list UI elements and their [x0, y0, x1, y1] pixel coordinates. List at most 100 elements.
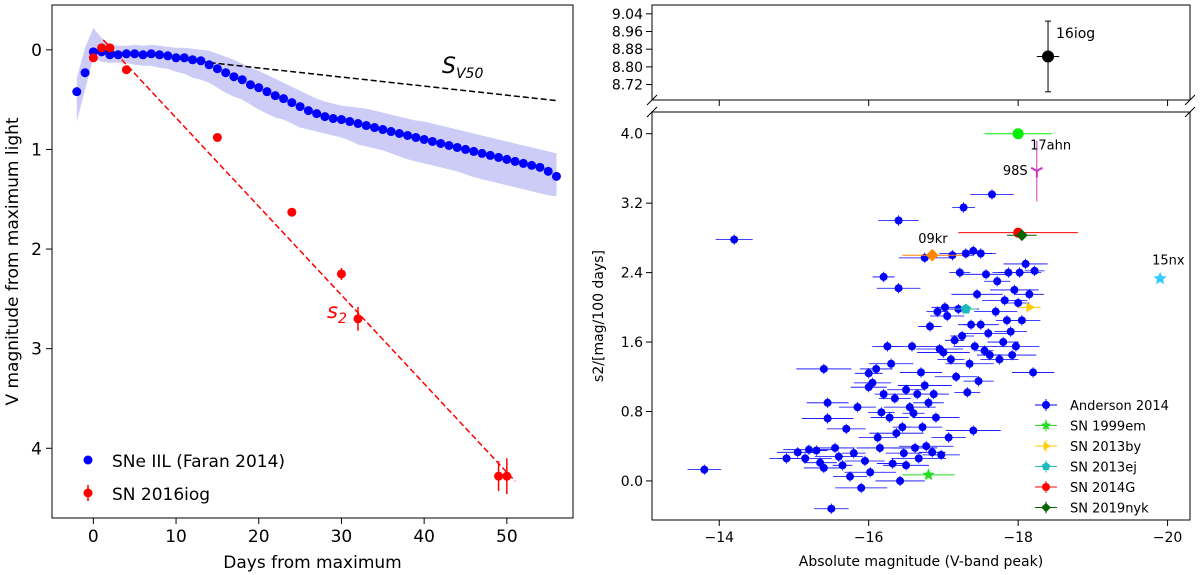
faran-template-point: [270, 91, 280, 101]
faran-template-point: [419, 134, 429, 144]
anderson-point: [944, 433, 953, 442]
faran-template-point: [237, 75, 247, 85]
legend-label: SN 2014G: [1070, 481, 1135, 496]
left-axis-ticks: 0 10 20 30 40 50 0 1 2 3 4: [31, 41, 517, 547]
anderson-point: [846, 472, 855, 481]
axis-break-marks: [646, 94, 1196, 118]
faran-template-point: [212, 64, 222, 74]
left-legend: SNe IIL (Faran 2014) SN 2016iog: [83, 452, 285, 505]
faran-template-point: [353, 119, 363, 129]
legend-label: SN 2013by: [1070, 440, 1141, 455]
anderson-point: [831, 443, 840, 452]
faran-template-point: [361, 121, 371, 131]
faran-template-point: [469, 146, 479, 156]
anderson-point: [924, 398, 933, 407]
axis-break-mark: [646, 106, 658, 118]
legend-marker-2016iog: [83, 488, 93, 498]
faran-template-point: [262, 87, 272, 97]
left-y-axis-label: V magnitude from maximum light: [3, 117, 23, 405]
right-axis-ticks: −14 −16 −18 −20 8.72 8.80 8.888.96 9.04 0.0 0.8 1.…: [612, 7, 1183, 546]
anderson-point: [999, 338, 1008, 347]
labeled-sn-label: 09kr: [918, 232, 948, 247]
anderson-point: [827, 504, 836, 513]
anderson-point: [908, 342, 917, 351]
faran-template-point: [386, 127, 396, 137]
anderson-point: [804, 445, 813, 454]
anderson-point: [974, 377, 983, 386]
right-top-plot-frame: [651, 4, 1191, 101]
right-bottom-y-tick-label: 3.2: [621, 196, 643, 212]
anderson-point: [950, 336, 959, 345]
anderson-point: [885, 413, 894, 422]
faran-template-point: [245, 80, 255, 90]
sv50-annotation: SV50: [442, 54, 483, 82]
anderson-point: [987, 190, 996, 199]
faran-template-point: [179, 53, 189, 63]
faran-template-point: [427, 136, 437, 146]
labeled-sn-label: 15nx: [1152, 254, 1185, 269]
left-x-tick-label: 0: [88, 527, 99, 547]
anderson-point: [918, 423, 927, 432]
right-bottom-y-tick-label: 0.0: [621, 474, 643, 490]
anderson-point: [1006, 327, 1015, 336]
faran-template-point: [254, 83, 264, 93]
faran-template-point: [328, 114, 338, 124]
anderson-point: [838, 461, 847, 470]
anderson-point: [700, 465, 709, 474]
right-x-axis-label: Absolute magnitude (V-band peak): [799, 554, 1043, 570]
labeled-sn-marker: [1153, 271, 1167, 285]
faran-template-point: [336, 115, 346, 125]
right-bottom-y-tick-label: 2.4: [621, 266, 643, 282]
anderson-point: [976, 320, 985, 329]
faran-template-point: [188, 55, 198, 65]
legend-marker: [1041, 462, 1051, 471]
anderson-point: [943, 312, 952, 320]
comparison-sn-marker: [960, 303, 972, 314]
legend-marker: [1041, 502, 1051, 513]
right-x-tick-label: −18: [1003, 530, 1033, 546]
anderson-point: [958, 331, 967, 340]
s2-subscript: 2: [338, 311, 347, 327]
anderson-point: [892, 429, 901, 438]
faran-template-point: [105, 50, 115, 60]
sv50-subscript: V50: [456, 66, 483, 82]
right-x-tick-label: −14: [704, 530, 734, 546]
legend-label: SN 1999em: [1070, 420, 1146, 435]
faran-template-point: [535, 162, 545, 172]
faran-template-point: [130, 49, 140, 59]
faran-template-point: [444, 140, 454, 150]
anderson-point: [914, 454, 923, 463]
legend-label-faran: SNe IIL (Faran 2014): [112, 452, 285, 472]
faran-template-point: [378, 125, 388, 135]
faran-template-point: [312, 109, 322, 119]
anderson-point: [873, 433, 882, 442]
anderson-point: [887, 359, 896, 368]
sn2016iog-point: [287, 207, 297, 217]
faran-template-point: [320, 112, 330, 122]
right-top-y-tick-label: 8.88: [612, 42, 643, 58]
faran-template-point: [460, 144, 470, 154]
legend-label-2016iog: SN 2016iog: [112, 485, 210, 505]
sn2016iog-point: [105, 43, 115, 53]
anderson-point: [905, 403, 914, 412]
labeled-sn-marker: [1030, 166, 1043, 178]
anderson-point: [939, 348, 948, 357]
comparison-sn-marker: [1016, 229, 1028, 242]
tri-marker-arm: [1030, 166, 1038, 172]
anderson-point: [1015, 268, 1024, 277]
anderson-point: [875, 443, 884, 452]
faran-template-point: [518, 158, 528, 168]
right-bottom-y-tick-label: 1.6: [621, 335, 643, 351]
legend-label: Anderson 2014: [1070, 399, 1169, 414]
legend-label: SN 2013ej: [1070, 461, 1137, 476]
right-bottom-y-tick-label: 0.8: [621, 404, 643, 420]
faran-template-point: [72, 87, 82, 97]
sn2016iog-point: [88, 53, 98, 63]
legend-marker: [1042, 483, 1050, 491]
anderson-point: [933, 307, 942, 316]
anderson-point: [911, 443, 920, 452]
faran-template-point: [204, 60, 214, 70]
anderson-point: [1021, 259, 1030, 268]
legend-label: SN 2019nyk: [1070, 502, 1149, 517]
anderson-point: [868, 378, 877, 387]
